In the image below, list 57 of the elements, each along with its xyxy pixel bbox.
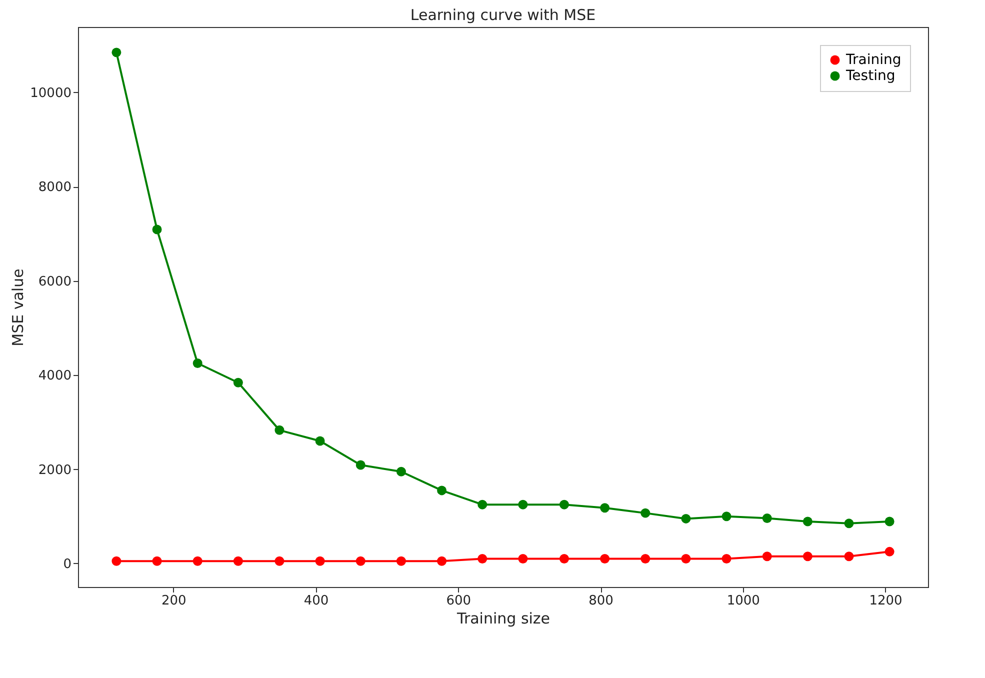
point [518,554,528,564]
point [315,556,325,566]
point [762,552,772,562]
y-tick-label: 0 [63,556,72,572]
point [152,224,162,234]
point [600,503,610,513]
x-tick-label: 800 [588,594,614,608]
legend-label: Training [845,52,902,68]
x-tick-label: 200 [161,594,186,608]
point [518,500,528,510]
point [802,552,812,562]
point [356,460,366,470]
point [112,48,122,58]
y-tick-label: 10000 [30,86,72,101]
y-tick-label: 8000 [38,180,72,196]
point [192,358,202,368]
x-axis-title: Training size [456,610,550,628]
point [722,512,732,522]
point [722,554,732,564]
point [681,554,691,564]
point [559,500,569,510]
point [559,554,569,564]
point [315,436,325,446]
point [233,378,243,388]
point [681,514,691,524]
x-tick-label: 600 [446,594,472,608]
point [844,552,854,562]
point [884,546,894,556]
point [802,516,812,526]
point [233,556,243,566]
point [396,466,406,476]
point [478,500,488,510]
point [396,556,406,566]
x-tick-label: 400 [304,594,329,608]
point [274,425,284,435]
point [640,508,650,518]
point [356,556,366,566]
point [274,556,284,566]
point [112,556,122,566]
point [437,486,447,496]
y-tick-label: 6000 [38,274,72,290]
point [152,556,162,566]
point [600,554,610,564]
legend-label: Testing [845,68,896,84]
point [640,554,650,564]
chart-title: Learning curve with MSE [410,6,596,24]
y-tick-label: 4000 [38,368,72,384]
x-tick-label: 1200 [869,594,902,608]
y-axis-title: MSE value [9,268,28,346]
point [762,514,772,523]
point [844,518,854,528]
x-tick-label: 1000 [726,594,760,608]
y-tick-label: 2000 [38,462,72,478]
point [478,554,488,564]
point [884,516,894,526]
point [192,556,202,566]
point [437,556,447,566]
